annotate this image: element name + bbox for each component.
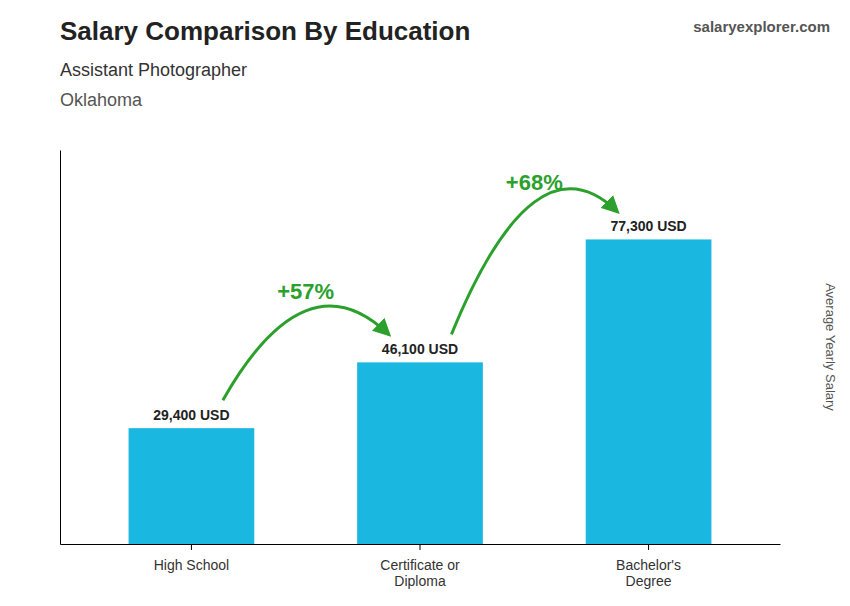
annotation: salaryexplorer.com [693, 18, 830, 35]
change-arrow [223, 306, 389, 400]
x-tick-mark [420, 544, 421, 550]
chart: Salary Comparison By Education Assistant … [0, 0, 850, 606]
bar [357, 362, 483, 544]
y-axis-line [60, 151, 61, 545]
x-tick: Certificate orDiploma [380, 544, 460, 589]
title: Salary Comparison By Education [60, 16, 470, 46]
change-arrow [451, 189, 617, 335]
y-axis [60, 151, 61, 545]
annotation: Oklahoma [60, 90, 143, 110]
change-arrows: +57% +68% [223, 170, 617, 400]
y-axis-label: Average Yearly Salary [823, 283, 838, 411]
plot: High School Certificate orDiploma Bachelor… [61, 151, 781, 589]
data-label: 77,300 USD [610, 218, 686, 234]
data-label: 46,100 USD [382, 341, 458, 357]
subtitle: Assistant Photographer [60, 60, 247, 80]
x-tick-label: Bachelor'sDegree [616, 557, 681, 589]
data-label: 29,400 USD [153, 407, 229, 423]
bar [129, 428, 255, 544]
change-label: +68% [506, 170, 563, 195]
bar [586, 239, 712, 544]
x-tick: High School [154, 544, 230, 573]
x-tick-label: Certificate orDiploma [380, 557, 460, 589]
x-tick: Bachelor'sDegree [616, 544, 681, 589]
x-tick-mark [648, 544, 649, 550]
x-tick-label: High School [154, 557, 230, 573]
bars [129, 239, 712, 544]
data-labels: 29,400 USD 46,100 USD 77,300 USD [153, 218, 686, 423]
x-axis: High School Certificate orDiploma Bachelor… [61, 544, 781, 589]
x-tick-mark [191, 544, 192, 550]
change-label: +57% [277, 279, 334, 304]
